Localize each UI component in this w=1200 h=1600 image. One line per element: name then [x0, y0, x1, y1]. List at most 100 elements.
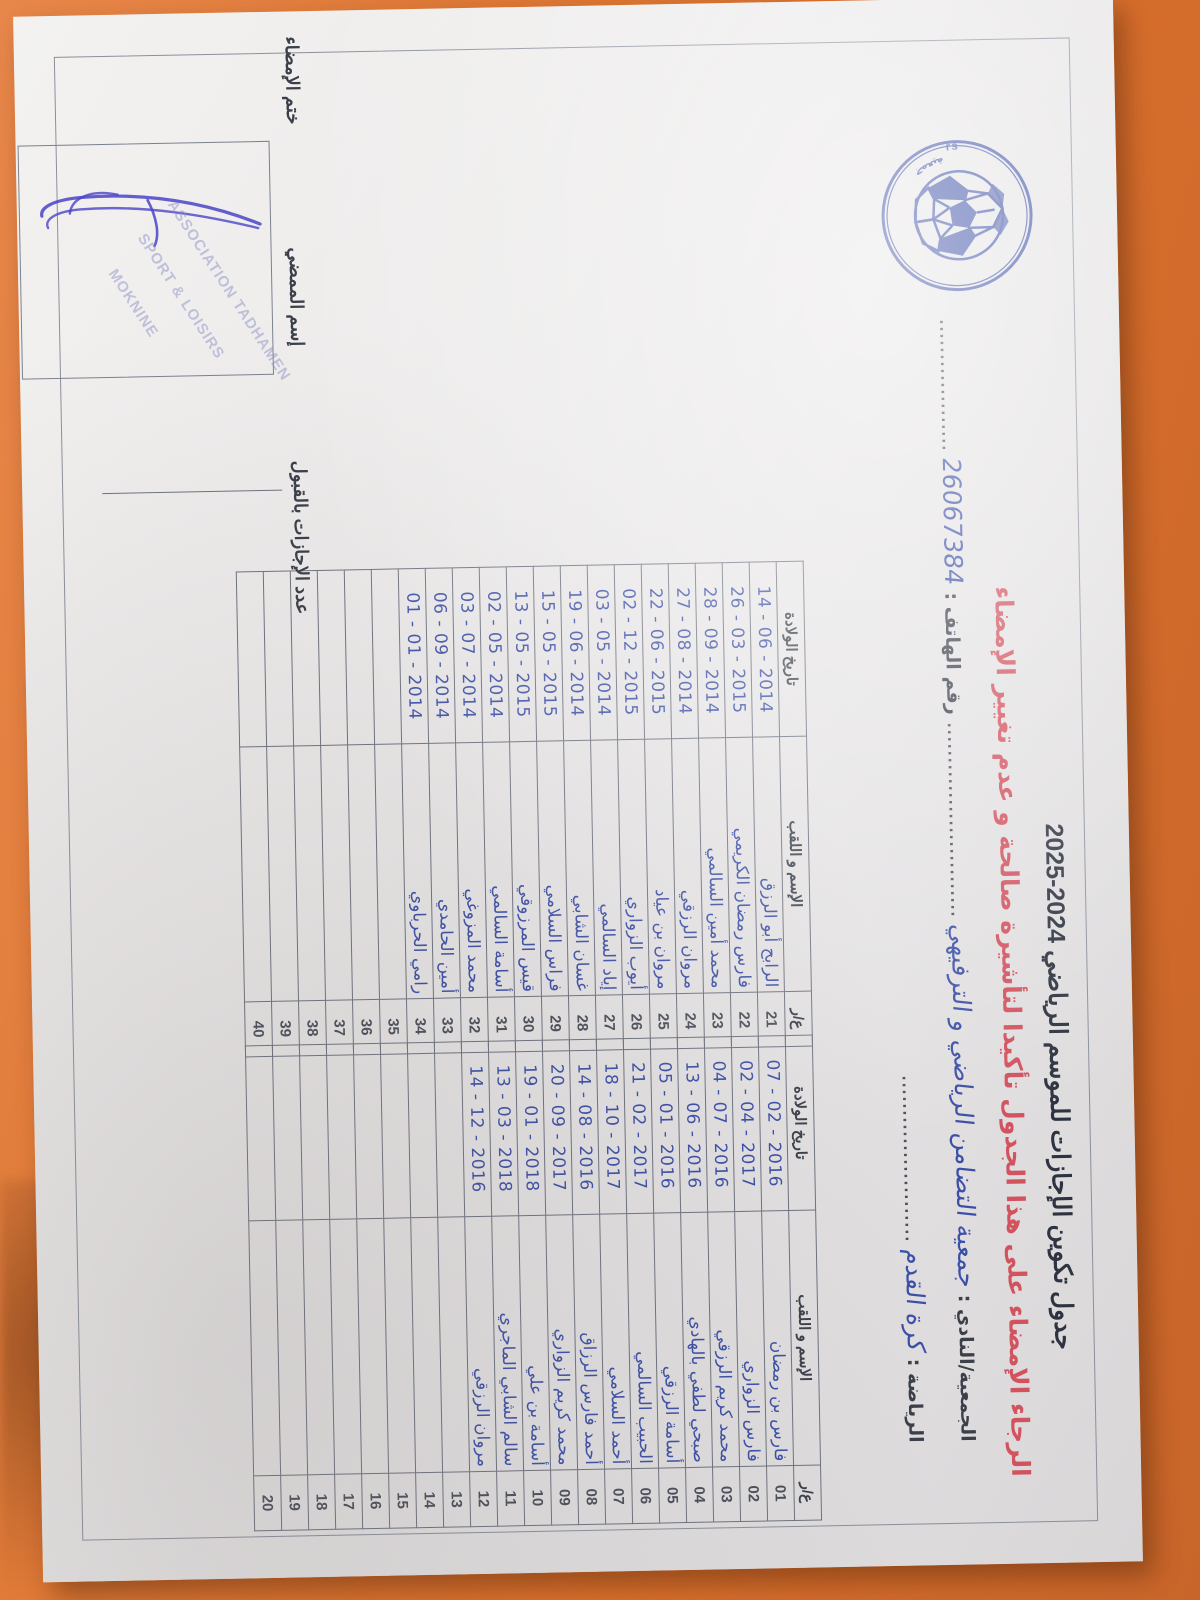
cell-birth: 2014 - 06 - 19	[560, 565, 591, 741]
cell-name	[374, 743, 407, 1000]
cell-num: 29	[541, 995, 570, 1052]
cell-birth	[380, 1042, 411, 1219]
cell-name: أسامة بن علي	[518, 1215, 551, 1471]
cell-birth: 2014 - 06 - 14	[749, 561, 780, 738]
cell-birth: 2017 - 10 - 18	[596, 1038, 627, 1215]
cell-num: 27	[595, 994, 624, 1051]
official-stamp-line-3: MOKNINE	[104, 266, 162, 341]
cell-name	[437, 1216, 470, 1473]
instruction-text: الرجاء الإمضاء على هذا الجدول تأكيدا لتأ…	[989, 586, 1036, 1477]
cell-name: أحمد السلامي	[599, 1213, 632, 1470]
cell-num: 26	[622, 994, 651, 1050]
cell-name: مروان الرزقي	[671, 738, 704, 994]
signature-stamp-label: ختم الإمضاء	[281, 36, 304, 125]
cell-name: فارس الزواري	[734, 1211, 767, 1467]
cell-birth: 2016 - 01 - 05	[650, 1037, 681, 1214]
header-name: الإسم و اللقب	[788, 1210, 821, 1466]
cell-birth: 2015 - 05 - 15	[533, 565, 564, 742]
document-rotation-layer: Association Tadhamen Sport & Loisirs جمع…	[17, 19, 1113, 1559]
cell-name: محمد المزوغي	[455, 742, 488, 998]
cell-num: 34	[406, 998, 435, 1054]
header-num: ع/ر	[793, 1464, 822, 1521]
cell-num: 14	[415, 1472, 444, 1528]
field-sport-value: كرة القدم	[899, 1247, 931, 1354]
cell-num: 36	[352, 999, 381, 1055]
cell-birth: 2014 - 01 - 01	[398, 568, 429, 744]
cell-birth: 2017 - 02 - 21	[623, 1038, 654, 1214]
cell-birth: 2015 - 03 - 26	[722, 562, 753, 738]
cell-birth: 2017 - 04 - 02	[731, 1036, 762, 1212]
header-birth: تاريخ الولادة	[785, 1035, 816, 1211]
cell-birth: 2016 - 08 - 14	[569, 1039, 600, 1215]
cell-name: قيس المرزوقي	[509, 741, 542, 997]
cell-num: 02	[739, 1466, 768, 1522]
cell-num: 13	[442, 1471, 471, 1528]
cell-num: 37	[325, 999, 354, 1056]
svg-text:جمعية التضامن الرياضي: جمعية التضامن الرياضي	[906, 119, 1043, 181]
cell-name	[347, 744, 380, 1000]
cell-name: أيوب الزواري	[617, 739, 650, 995]
cell-num: 17	[334, 1473, 363, 1530]
cell-num: 07	[604, 1468, 633, 1525]
header-num: ع/ر	[784, 991, 813, 1047]
cell-num: 01	[766, 1465, 795, 1521]
club-stamp: Association Tadhamen Sport & Loisirs جمع…	[861, 111, 1053, 311]
signature-box[interactable]: ASSOCIATION TADHAMEN SPORT & LOISIRS MOK…	[17, 140, 294, 384]
cell-name: مروان بن عياد	[644, 738, 677, 995]
field-club: الجمعية/النادي : جمعية التضامن الرياضي و…	[934, 318, 985, 1442]
cell-birth: 2015 - 05 - 13	[506, 566, 537, 742]
cell-num: 30	[514, 996, 543, 1052]
cell-birth	[344, 569, 375, 745]
cell-name	[383, 1217, 416, 1474]
cell-name	[329, 1218, 362, 1475]
field-sport-label: الرياضة :	[903, 1358, 927, 1443]
cell-name: سالم الشابي الماجري	[491, 1215, 524, 1472]
cell-birth: 2016 - 07 - 04	[704, 1036, 735, 1213]
count-underline	[102, 489, 283, 495]
page-title: جدول تكوين الإجازات للموسم الرياضي 2024-…	[1039, 823, 1078, 1351]
field-sport: الرياضة : كرة القدم ....................…	[897, 1074, 933, 1443]
field-sport-dots: ........................	[896, 1074, 925, 1243]
cell-birth	[434, 1041, 465, 1218]
cell-birth	[326, 1043, 357, 1220]
cell-num: 09	[550, 1469, 579, 1526]
cell-name	[320, 744, 353, 1001]
signature-name-label: إسم الممضي	[285, 247, 308, 347]
cell-name: أسامة السالمي	[482, 741, 515, 998]
cell-name: أسامة الرزقي	[653, 1212, 686, 1469]
cell-birth: 2014 - 07 - 03	[452, 567, 483, 743]
cell-name	[410, 1217, 443, 1473]
cell-num: 32	[460, 997, 489, 1053]
cell-name: محمد أمين السالمي	[698, 737, 731, 994]
cell-num: 22	[730, 992, 759, 1048]
cell-birth: 2014 - 08 - 27	[668, 563, 699, 739]
field-club-value: جمعية التضامن الرياضي و الترفيهي	[945, 922, 982, 1290]
cell-name: مروان الرزقي	[464, 1216, 497, 1472]
cell-name	[356, 1218, 389, 1474]
cell-num: 23	[703, 992, 732, 1049]
cell-name: محمد كريم الزواري	[545, 1214, 578, 1471]
cell-name: صبحي لطفي بالهادي	[680, 1212, 713, 1468]
cell-birth	[353, 1043, 384, 1219]
cell-num: 35	[379, 998, 408, 1055]
cell-birth	[407, 1042, 438, 1218]
field-phone-label: رقم الهاتف :	[940, 592, 965, 715]
cell-num: 21	[757, 991, 786, 1048]
header-birth: تاريخ الولادة	[776, 561, 807, 737]
document-footer: عدد الإجازات بالقبول إسم الممضي ختم الإم…	[17, 34, 337, 1559]
cell-num: 28	[568, 995, 597, 1051]
cell-birth: 2017 - 09 - 20	[542, 1039, 573, 1216]
cell-birth: 2016 - 02 - 07	[758, 1035, 789, 1212]
cell-birth: 2014 - 09 - 06	[425, 567, 456, 744]
cell-name: محمد كريم الرزقي	[707, 1211, 740, 1468]
cell-birth: 2014 - 05 - 02	[479, 566, 510, 743]
handwritten-signature	[40, 191, 262, 248]
cell-num: 10	[523, 1470, 552, 1526]
cell-num: 15	[388, 1472, 417, 1529]
cell-birth: 2016 - 12 - 14	[461, 1041, 492, 1217]
cell-num: 31	[487, 996, 516, 1053]
cell-name: أحمد فارس الرزاق	[572, 1214, 605, 1470]
cell-birth: 2014 - 05 - 03	[587, 564, 618, 741]
cell-name: فراس السلامي	[536, 740, 569, 997]
